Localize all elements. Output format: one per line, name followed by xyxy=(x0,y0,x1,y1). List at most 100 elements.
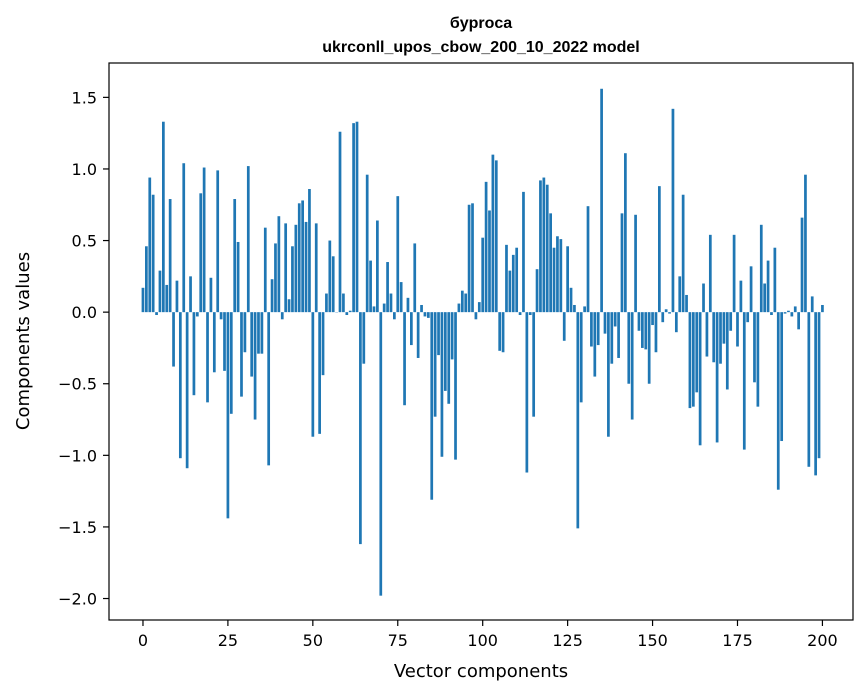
bar-103 xyxy=(491,154,495,313)
bar-178 xyxy=(746,312,750,323)
x-tick-label: 175 xyxy=(722,631,753,650)
bar-146 xyxy=(637,312,641,331)
bar-185 xyxy=(770,312,773,316)
bar-160 xyxy=(685,294,688,313)
bar-30 xyxy=(243,312,247,353)
bar-69 xyxy=(376,220,379,313)
bar-6 xyxy=(162,121,165,313)
bar-123 xyxy=(559,239,563,313)
bar-197 xyxy=(810,296,814,313)
bar-66 xyxy=(365,174,369,313)
x-tick-label: 125 xyxy=(552,631,583,650)
bar-27 xyxy=(233,199,237,313)
y-tick-label: 1.0 xyxy=(72,160,97,179)
x-axis-ticks: 0 25 50 75 100 125 150 175 200 xyxy=(138,620,838,650)
bar-59 xyxy=(342,293,345,313)
bar-8 xyxy=(168,199,172,313)
bar-199 xyxy=(817,312,821,459)
bar-107 xyxy=(505,244,508,313)
bar-177 xyxy=(742,312,746,450)
bar-181 xyxy=(756,312,760,407)
bar-85 xyxy=(430,312,434,500)
bar-131 xyxy=(586,206,590,313)
bar-96 xyxy=(467,204,471,313)
y-tick-label: 0.0 xyxy=(72,303,97,322)
bar-154 xyxy=(664,309,668,313)
bar-159 xyxy=(681,194,685,313)
bar-72 xyxy=(386,262,389,313)
bar-162 xyxy=(691,312,695,407)
bar-58 xyxy=(338,131,342,313)
bar-200 xyxy=(821,304,824,313)
bar-11 xyxy=(178,312,182,459)
bar-73 xyxy=(389,293,393,313)
bar-61 xyxy=(348,310,352,313)
bar-172 xyxy=(725,312,729,390)
bar-12 xyxy=(182,163,186,313)
bar-98 xyxy=(474,312,478,320)
bar-136 xyxy=(603,312,607,334)
bar-45 xyxy=(294,224,298,313)
bar-20 xyxy=(209,277,213,313)
bar-144 xyxy=(630,312,634,420)
bar-19 xyxy=(206,312,209,403)
y-tick-label: −1.0 xyxy=(58,446,97,465)
bar-94 xyxy=(460,290,464,313)
bar-32 xyxy=(250,312,254,377)
bar-10 xyxy=(175,280,179,313)
bar-132 xyxy=(590,312,593,347)
bar-124 xyxy=(562,312,566,341)
bar-109 xyxy=(511,254,515,313)
bar-24 xyxy=(223,312,226,371)
bar-183 xyxy=(763,283,767,313)
bar-77 xyxy=(403,312,406,406)
bar-138 xyxy=(610,312,614,364)
bar-83 xyxy=(423,312,427,317)
bar-108 xyxy=(508,270,512,313)
bar-104 xyxy=(494,160,498,313)
bar-91 xyxy=(450,312,454,360)
bar-60 xyxy=(345,312,349,316)
bar-157 xyxy=(674,312,678,333)
bar-13 xyxy=(185,312,189,469)
bar-126 xyxy=(569,287,573,313)
bar-15 xyxy=(192,312,196,396)
bar-52 xyxy=(318,312,321,434)
bar-17 xyxy=(199,193,203,313)
bar-128 xyxy=(576,312,580,529)
bar-111 xyxy=(518,312,522,316)
bar-5 xyxy=(158,270,162,313)
bar-190 xyxy=(787,310,790,313)
bar-88 xyxy=(440,312,444,457)
bar-3 xyxy=(151,194,155,313)
bar-143 xyxy=(627,312,631,384)
bar-106 xyxy=(501,312,505,353)
x-tick-label: 150 xyxy=(637,631,668,650)
bar-74 xyxy=(393,312,396,320)
bar-175 xyxy=(736,312,739,347)
bar-42 xyxy=(284,223,288,313)
bar-114 xyxy=(528,312,532,316)
bar-195 xyxy=(804,174,807,313)
bar-70 xyxy=(379,312,383,596)
bar-54 xyxy=(325,293,328,313)
bar-158 xyxy=(678,276,682,313)
bar-78 xyxy=(406,297,410,313)
bar-129 xyxy=(579,312,583,403)
bar-23 xyxy=(219,312,223,320)
x-tick-label: 25 xyxy=(218,631,238,650)
bar-79 xyxy=(410,312,413,346)
bar-89 xyxy=(443,312,447,391)
x-tick-label: 50 xyxy=(303,631,323,650)
bar-63 xyxy=(355,121,359,313)
bar-139 xyxy=(613,312,617,327)
bar-92 xyxy=(454,312,457,460)
bar-165 xyxy=(702,283,705,313)
bar-150 xyxy=(651,312,654,326)
chart-title-line-2: ukrconll_upos_cbow_200_10_2022 model xyxy=(322,39,639,56)
bar-38 xyxy=(270,279,274,313)
bar-87 xyxy=(437,312,440,356)
bar-21 xyxy=(212,312,216,373)
bar-166 xyxy=(705,312,709,357)
bar-113 xyxy=(525,312,529,473)
